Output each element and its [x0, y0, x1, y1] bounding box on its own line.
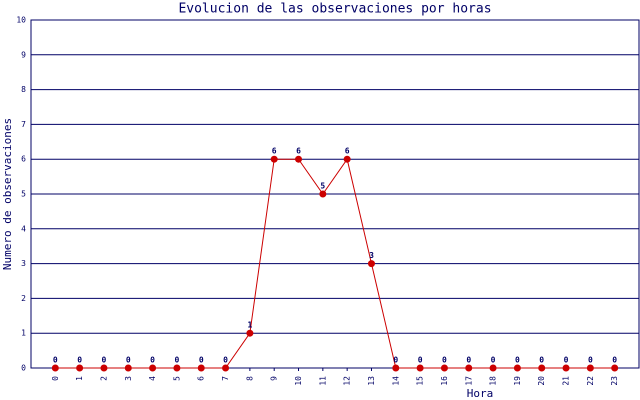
- data-label: 5: [320, 182, 325, 191]
- data-point: [197, 364, 205, 372]
- data-point: [124, 364, 132, 372]
- data-label: 0: [393, 356, 398, 365]
- data-point: [295, 155, 303, 163]
- x-tick-label: 4: [148, 376, 157, 381]
- x-tick-label: 13: [367, 376, 376, 386]
- data-point: [51, 364, 59, 372]
- data-label: 0: [442, 356, 447, 365]
- x-tick-label: 10: [294, 376, 303, 386]
- data-point: [416, 364, 424, 372]
- data-label: 0: [418, 356, 423, 365]
- data-point: [246, 329, 254, 337]
- data-label: 0: [515, 356, 520, 365]
- y-tick-label: 8: [21, 85, 26, 94]
- y-tick-label: 9: [21, 50, 26, 59]
- data-label: 0: [466, 356, 471, 365]
- data-label: 0: [126, 356, 131, 365]
- x-tick-label: 5: [172, 376, 181, 381]
- data-point: [538, 364, 546, 372]
- x-tick-label: 22: [586, 376, 595, 386]
- data-label: 0: [175, 356, 180, 365]
- y-tick-label: 2: [21, 294, 26, 303]
- y-tick-label: 10: [16, 16, 26, 25]
- x-tick-label: 2: [99, 376, 108, 381]
- data-point: [611, 364, 619, 372]
- data-point: [562, 364, 570, 372]
- data-point: [319, 190, 327, 198]
- y-tick-label: 0: [21, 364, 26, 373]
- x-tick-label: 23: [610, 376, 619, 386]
- data-point: [173, 364, 181, 372]
- data-label: 0: [564, 356, 569, 365]
- data-label: 1: [247, 321, 252, 330]
- data-label: 3: [369, 251, 374, 260]
- data-label: 6: [272, 147, 277, 156]
- x-tick-label: 17: [464, 376, 473, 386]
- x-tick-label: 6: [197, 376, 206, 381]
- y-tick-label: 7: [21, 120, 26, 129]
- x-tick-label: 3: [124, 376, 133, 381]
- data-label: 0: [102, 356, 107, 365]
- y-tick-label: 1: [21, 329, 26, 338]
- data-line: [55, 157, 615, 369]
- y-axis-label: Numero de observaciones: [1, 118, 14, 270]
- data-point: [392, 364, 400, 372]
- data-point: [465, 364, 473, 372]
- y-tick-label: 6: [21, 155, 26, 164]
- x-tick-label: 20: [537, 376, 546, 386]
- data-label: 0: [77, 356, 82, 365]
- x-tick-label: 1: [75, 376, 84, 381]
- data-point: [489, 364, 497, 372]
- data-point: [222, 364, 230, 372]
- x-tick-label: 19: [513, 376, 522, 386]
- data-point: [343, 155, 351, 163]
- data-point: [367, 260, 375, 268]
- data-label: 0: [539, 356, 544, 365]
- x-tick-label: 8: [245, 376, 254, 381]
- x-tick-label: 15: [416, 376, 425, 386]
- x-tick-label: 16: [440, 376, 449, 386]
- data-point: [100, 364, 108, 372]
- data-point: [440, 364, 448, 372]
- y-tick-label: 3: [21, 259, 26, 268]
- x-tick-label: 0: [51, 376, 60, 381]
- x-tick-label: 21: [562, 376, 571, 386]
- data-label: 0: [223, 356, 228, 365]
- data-label: 0: [150, 356, 155, 365]
- data-label: 6: [345, 147, 350, 156]
- data-point: [586, 364, 594, 372]
- x-tick-label: 9: [270, 376, 279, 381]
- y-tick-label: 5: [21, 190, 26, 199]
- x-tick-label: 12: [343, 376, 352, 386]
- data-point: [513, 364, 521, 372]
- x-tick-label: 7: [221, 376, 230, 381]
- data-point: [76, 364, 84, 372]
- x-axis-label: Hora: [467, 387, 494, 400]
- data-label: 0: [612, 356, 617, 365]
- data-label: 0: [491, 356, 496, 365]
- data-label: 0: [588, 356, 593, 365]
- y-tick-label: 4: [21, 224, 26, 233]
- x-tick-label: 14: [391, 376, 400, 386]
- data-label: 6: [296, 147, 301, 156]
- data-point: [149, 364, 157, 372]
- data-label: 0: [199, 356, 204, 365]
- x-tick-label: 11: [318, 376, 327, 386]
- data-label: 0: [53, 356, 58, 365]
- chart-title: Evolucion de las observaciones por horas: [178, 2, 491, 17]
- data-point: [270, 155, 278, 163]
- x-tick-label: 18: [489, 376, 498, 386]
